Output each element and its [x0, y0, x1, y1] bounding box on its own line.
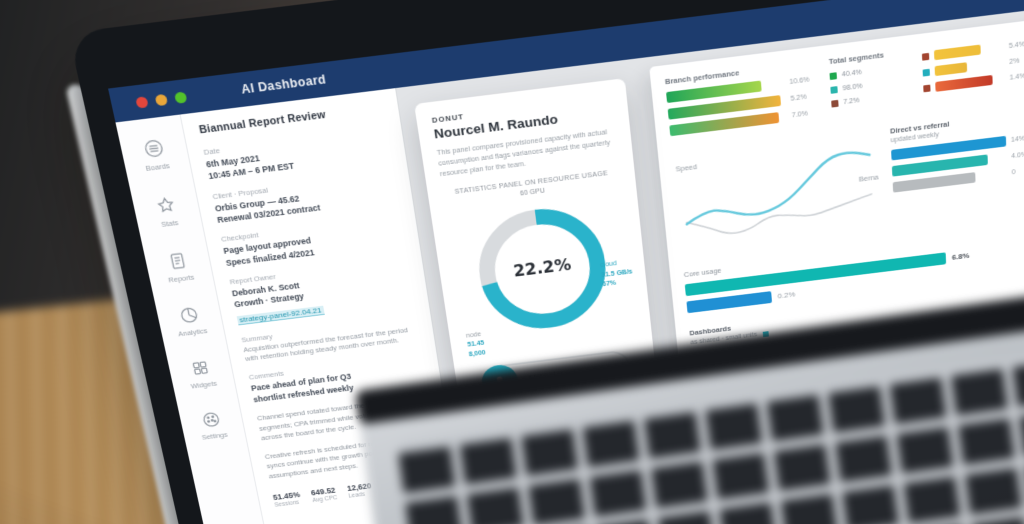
- sidebar-item-stats[interactable]: Stats: [153, 194, 181, 229]
- sidebar-item-label: Stats: [160, 218, 180, 229]
- keyboard-keys: [396, 350, 1024, 524]
- chart-title: Total segments: [828, 50, 885, 67]
- stack-icon: [141, 137, 167, 160]
- sidebar-item-settings[interactable]: Settings: [196, 409, 228, 441]
- document-icon: [165, 250, 190, 272]
- segments-legend: Total segments 40.4% 98.0% 7.2%: [829, 47, 913, 122]
- sidebar-item-label: Boards: [144, 161, 171, 173]
- sidebar-item-label: Widgets: [190, 379, 218, 391]
- row-marker: [923, 84, 931, 92]
- window-title: AI Dashboard: [240, 72, 328, 97]
- donut-note-right: cloud 31.5 GB/s 67%: [600, 260, 633, 289]
- donut-chart: 22.2% node 51.45 8,000 cloud 31.5 GB/s: [445, 189, 636, 358]
- legend-swatch: [829, 72, 837, 81]
- legend-swatch: [830, 86, 838, 94]
- branch-bars-chart: Branch performance 10.6% 5.2% 7.0%: [665, 59, 821, 142]
- channels-bars-chart: Direct vs referral updated weekly 14% 4.…: [890, 109, 1024, 238]
- mix-bars-chart: 5.4% 2% 1.4%: [921, 32, 1024, 111]
- row-marker: [922, 68, 930, 77]
- sidebar-item-label: Settings: [201, 430, 229, 442]
- sidebar-item-boards[interactable]: Boards: [140, 137, 171, 173]
- zoom-button[interactable]: [173, 90, 188, 104]
- panel-link[interactable]: strategy-panel-92.04.21: [236, 305, 325, 325]
- star-icon: [153, 194, 178, 217]
- grid-icon: [188, 357, 212, 378]
- field-group-owner: Report Owner Deborah K. Scott Growth · S…: [229, 256, 414, 327]
- sidebar-item-analytics[interactable]: Analytics: [172, 304, 208, 338]
- row-marker: [921, 52, 930, 61]
- close-button[interactable]: [135, 95, 149, 109]
- legend-swatch: [831, 99, 839, 108]
- stat: 649.52 Avg CPC: [310, 485, 338, 504]
- sidebar-item-reports[interactable]: Reports: [163, 250, 196, 285]
- sidebar-item-label: Analytics: [177, 326, 209, 339]
- stat: 51.45% Sessions: [272, 489, 301, 509]
- sidebar-item-label: Reports: [167, 272, 196, 285]
- minimize-button[interactable]: [154, 93, 169, 106]
- pie-chart-icon: [177, 304, 201, 326]
- gear-globe-icon: [199, 409, 223, 430]
- trend-line-chart: Speed Berna: [672, 129, 882, 264]
- sidebar-item-widgets[interactable]: Widgets: [185, 357, 218, 391]
